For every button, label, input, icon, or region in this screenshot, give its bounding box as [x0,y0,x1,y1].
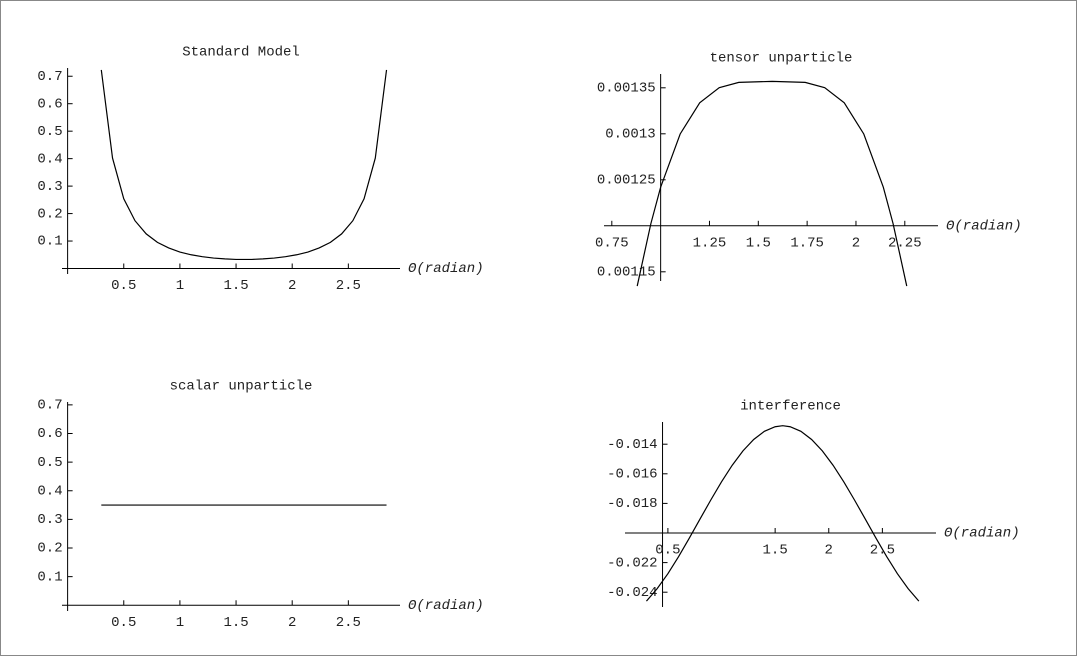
x-tick-label: 2.5 [336,278,361,294]
y-tick-label: 0.2 [37,541,62,557]
y-tick-label: -0.018 [607,496,657,512]
x-tick-label: 2 [852,236,860,252]
x-tick-label: 1 [176,278,184,294]
y-tick-label: 0.3 [37,179,62,195]
x-tick-label: 0.5 [111,615,136,631]
y-tick-label: 0.2 [37,206,62,222]
y-tick-label: 0.6 [37,96,62,112]
x-tick-label: 1.5 [763,543,788,559]
chart-title: scalar unparticle [170,379,313,395]
y-tick-label: 0.1 [37,569,62,585]
chart-title: interference [740,399,841,415]
x-axis-label: Θ(radian) [944,526,1020,542]
chart-title: Standard Model [182,45,300,61]
y-tick-label: 0.00125 [597,173,656,189]
chart-title: tensor unparticle [710,51,853,67]
x-tick-label: 1.75 [790,236,824,252]
x-tick-label: 1 [176,615,184,631]
x-tick-label: 0.75 [595,236,629,252]
y-tick-label: 0.6 [37,426,62,442]
data-line [645,425,920,602]
x-axis-label: Θ(radian) [946,219,1022,235]
x-tick-label: 1.5 [223,615,248,631]
y-tick-label: 0.1 [37,234,62,250]
y-tick-label: 0.5 [37,455,62,471]
x-tick-label: 2.5 [336,615,361,631]
x-tick-label: 2.5 [870,543,895,559]
y-tick-label: 0.00115 [597,265,656,281]
x-tick-label: 2.25 [888,236,922,252]
y-tick-label: 0.0013 [605,127,655,143]
y-tick-label: 0.5 [37,124,62,140]
y-tick-label: -0.014 [607,437,657,453]
x-tick-label: 1.25 [693,236,727,252]
y-tick-label: 0.4 [37,483,62,499]
y-tick-label: 0.00135 [597,81,656,97]
x-tick-label: 1.5 [746,236,771,252]
x-tick-label: 0.5 [111,278,136,294]
y-tick-label: 0.7 [37,69,62,85]
y-tick-label: 0.4 [37,151,62,167]
data-line [100,69,388,261]
x-axis-label: Θ(radian) [408,598,484,614]
x-tick-label: 2 [288,278,296,294]
x-tick-label: 1.5 [223,278,248,294]
x-tick-label: 0.5 [655,543,680,559]
x-axis-label: Θ(radian) [408,261,484,277]
data-line [636,80,908,287]
y-tick-label: -0.016 [607,467,657,483]
y-tick-label: -0.022 [607,555,657,571]
x-tick-label: 2 [825,543,833,559]
frame [0,0,1077,656]
y-tick-label: -0.024 [607,585,657,601]
y-tick-label: 0.7 [37,398,62,414]
x-tick-label: 2 [288,615,296,631]
y-tick-label: 0.3 [37,512,62,528]
